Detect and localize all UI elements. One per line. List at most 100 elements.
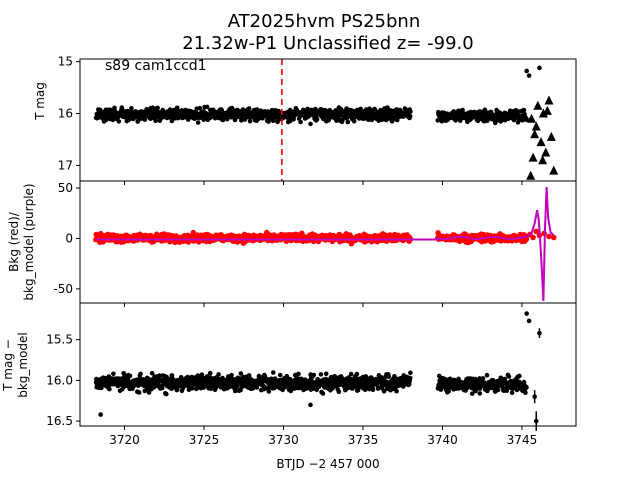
panel-2-ylabel-line-2: bkg_model (purple) — [22, 183, 36, 300]
panel-1-outlier-1 — [524, 68, 530, 74]
panel-1-point — [246, 106, 252, 111]
panel-1-point — [458, 118, 463, 123]
panel-1-point — [129, 106, 134, 111]
panel-1-triangle-6 — [544, 95, 554, 105]
panel-3-point — [318, 372, 324, 377]
panel-3-point — [220, 375, 225, 381]
panel-1-triangle-4 — [538, 108, 548, 118]
panel-3-point — [456, 376, 461, 382]
panel-3-errorbar-point-0 — [533, 418, 539, 424]
panel-3-frame — [79, 302, 577, 427]
panel-1-point — [298, 119, 303, 125]
panel-1-point — [195, 120, 201, 125]
panel-3-point — [296, 371, 301, 377]
panel-1-point — [116, 119, 122, 124]
panel-1-ytick-label-2: 17 — [58, 158, 73, 172]
x-axis-label: BTJD −2 457 000 — [276, 457, 379, 471]
panel-3-ytick-label-2: 16.5 — [46, 414, 73, 428]
panel-3-point — [381, 389, 387, 394]
panel-3-point — [207, 370, 213, 376]
panel-3-point — [524, 385, 529, 390]
panel-3-point — [484, 372, 490, 378]
annotation-label: s89 cam1ccd1 — [105, 58, 207, 74]
panel-3-point — [127, 373, 133, 379]
panel-1-point — [372, 106, 378, 112]
panel-3-ytick-label-0: 15.5 — [46, 333, 73, 347]
panel-1-point — [240, 107, 246, 112]
panel-1-point — [247, 118, 253, 124]
panel-3-point — [386, 374, 392, 380]
panel-2-ytick-label-0: -50 — [53, 282, 73, 296]
panel-1-ytick-label-1: 16 — [58, 107, 73, 121]
panel-3-point — [320, 391, 326, 396]
panel-3-point — [355, 387, 361, 393]
panel-1-point — [451, 109, 457, 114]
title-line-1: AT2025hvm PS25bnn — [228, 11, 420, 32]
panel-1-point — [313, 106, 318, 112]
panel-1-point — [204, 104, 210, 110]
panel-3-point — [277, 372, 283, 378]
panel-3-point — [392, 374, 397, 379]
panel-3-point — [146, 390, 152, 395]
panel-3-point — [348, 371, 354, 377]
panel-1-point — [185, 117, 191, 122]
panel-3-point — [495, 387, 501, 393]
panel-3-outlier-0 — [98, 412, 103, 417]
panel-3-point — [517, 373, 522, 379]
panel-3-point — [523, 390, 528, 396]
panel-2-bkg-tail-2 — [530, 234, 536, 241]
panel-1-triangle-0 — [526, 113, 536, 123]
panel-1-point — [345, 119, 351, 125]
panel-1-point — [407, 113, 413, 119]
panel-3-point — [136, 390, 142, 395]
panel-3-point — [266, 389, 272, 394]
panel-3-point — [111, 371, 116, 377]
panel-3-point — [370, 387, 376, 393]
panel-3-point — [446, 388, 452, 394]
panel-1-ylabel: T mag — [33, 82, 47, 121]
panel-1-point — [155, 105, 160, 111]
x-tick-label-5: 3745 — [507, 433, 538, 447]
panel-3-point — [311, 372, 317, 378]
panel-2-ytick-label-1: 0 — [65, 231, 73, 245]
panel-1-triangle-1 — [530, 129, 540, 139]
panel-2-ylabel-line-1: Bkg (red)/ — [7, 211, 21, 272]
panel-1-triangle-7 — [546, 131, 556, 141]
panel-1-point — [275, 119, 280, 125]
panel-3-outlier-2 — [524, 311, 530, 316]
panel-1-point — [460, 107, 465, 113]
panel-1-point — [521, 108, 527, 113]
panel-1-outlier-2 — [526, 73, 532, 78]
panel-1-triangle-12 — [542, 105, 552, 115]
panel-3-point — [216, 372, 221, 377]
x-tick-label-3: 3735 — [348, 433, 379, 447]
panel-1-triangle-10 — [538, 155, 548, 165]
x-tick-label-4: 3740 — [427, 433, 458, 447]
panel-3-point — [232, 388, 238, 394]
panel-3-point — [506, 374, 512, 379]
panel-2: -50 0 50 — [53, 180, 577, 307]
panel-1-point — [271, 118, 276, 124]
panel-3-point — [336, 389, 342, 395]
panel-2-bkg-tail-3 — [533, 228, 540, 235]
x-tick-label-2: 3730 — [268, 433, 299, 447]
panel-1-point — [524, 116, 529, 122]
panel-3-point — [164, 375, 169, 380]
panel-1-point — [239, 118, 244, 123]
panel-3: 15.5 16.0 16.5 3720 3725 3730 3735 3740 3745 — [46, 302, 577, 447]
x-tick-label-0: 3720 — [109, 433, 140, 447]
panel-3-ylabel-line-2: bkg_model — [16, 332, 30, 398]
panel-3-ylabel-line-1: T mag − — [1, 339, 15, 392]
panel-3-point — [189, 386, 195, 391]
panel-1-triangle-2 — [533, 100, 543, 110]
panel-1-outlier-3 — [537, 65, 542, 71]
panel-3-ytick-label-1: 16.0 — [46, 373, 73, 387]
panel-1-triangle-13 — [531, 121, 541, 131]
panel-3-point — [271, 370, 276, 375]
panel-3-point — [157, 373, 162, 378]
panel-1-triangle-5 — [541, 147, 551, 157]
panel-1-point — [389, 119, 395, 124]
panel-3-point — [408, 370, 413, 376]
panel-1-point — [174, 105, 180, 111]
